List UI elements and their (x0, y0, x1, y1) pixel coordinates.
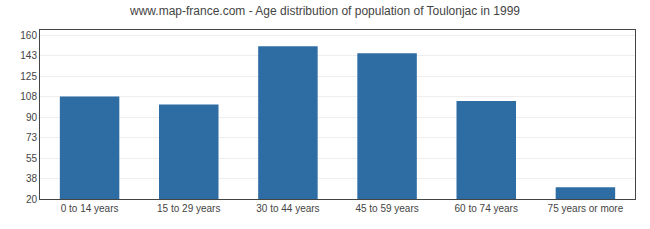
svg-text:160: 160 (20, 30, 37, 41)
svg-text:0 to 14 years: 0 to 14 years (61, 203, 119, 214)
svg-text:15 to 29 years: 15 to 29 years (157, 203, 220, 214)
svg-text:www.map-france.com - Age distr: www.map-france.com - Age distribution of… (129, 4, 520, 18)
svg-text:20: 20 (26, 194, 38, 205)
svg-text:55: 55 (26, 153, 38, 164)
svg-text:60 to 74 years: 60 to 74 years (455, 203, 518, 214)
svg-text:143: 143 (20, 50, 37, 61)
svg-text:38: 38 (26, 173, 38, 184)
svg-text:90: 90 (26, 112, 38, 123)
svg-text:73: 73 (26, 132, 38, 143)
svg-text:75 years or more: 75 years or more (548, 203, 624, 214)
svg-text:108: 108 (20, 91, 37, 102)
svg-text:30 to 44 years: 30 to 44 years (256, 203, 319, 214)
svg-text:125: 125 (20, 71, 37, 82)
svg-text:45 to 59 years: 45 to 59 years (355, 203, 418, 214)
